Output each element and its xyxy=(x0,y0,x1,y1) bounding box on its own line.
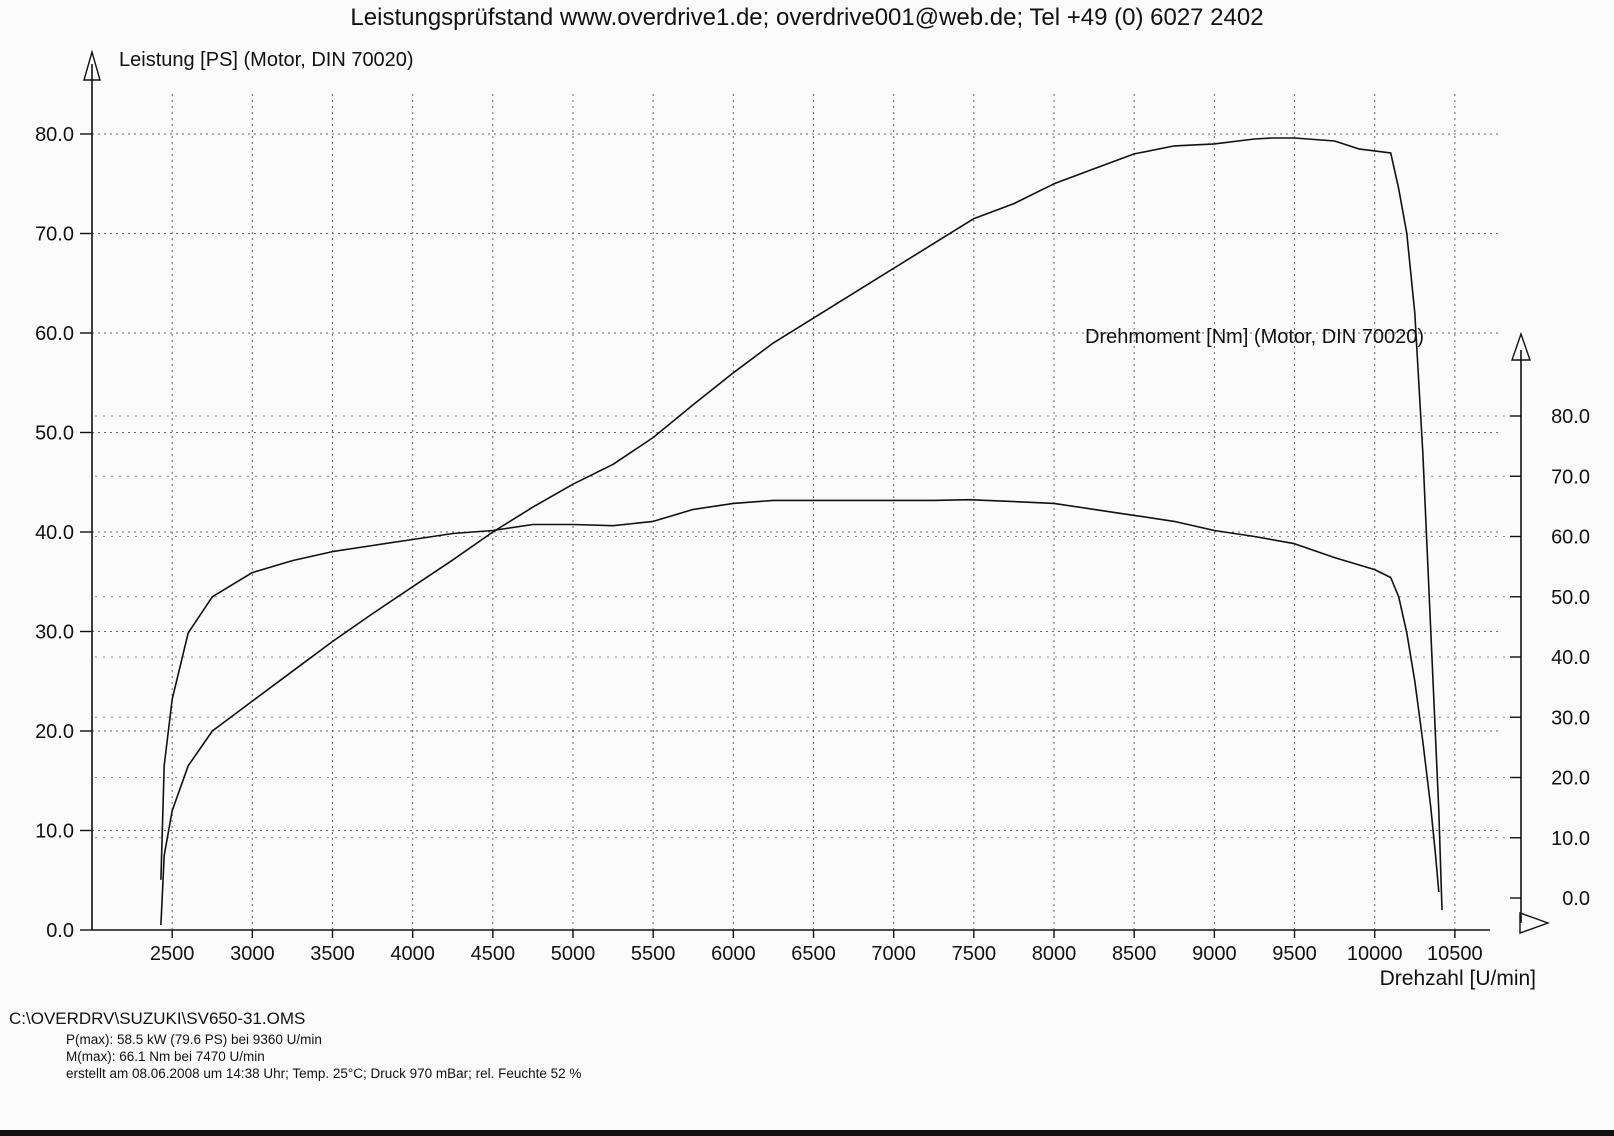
tick-label-x: 6500 xyxy=(791,943,836,965)
tick-label-y-right: 80.0 xyxy=(1551,406,1590,428)
x-axis-label: Drehzahl [U/min] xyxy=(1380,967,1536,990)
y-axis-left-arrow xyxy=(83,49,101,81)
tick-label-x: 8500 xyxy=(1112,943,1157,965)
tick-label-x: 6000 xyxy=(711,943,756,965)
created-line: erstellt am 08.06.2008 um 14:38 Uhr; Tem… xyxy=(66,1066,582,1081)
tick-label-y-right: 20.0 xyxy=(1551,768,1590,790)
chart-title: Leistungsprüfstand www.overdrive1.de; ov… xyxy=(350,4,1264,31)
tick-label-x: 10500 xyxy=(1427,943,1483,965)
tick-label-y-right: 60.0 xyxy=(1551,527,1590,549)
tick-label-x: 7500 xyxy=(952,943,997,965)
tick-label-x: 5500 xyxy=(631,943,676,965)
tick-label-y-left: 10.0 xyxy=(35,821,74,843)
tick-label-y-right: 40.0 xyxy=(1551,647,1590,669)
tick-label-x: 9000 xyxy=(1192,943,1237,965)
tick-label-y-right: 10.0 xyxy=(1551,828,1590,850)
tick-label-y-right: 30.0 xyxy=(1551,707,1590,729)
tick-label-x: 5000 xyxy=(551,943,596,965)
tick-label-x: 7000 xyxy=(871,943,916,965)
tick-label-x: 8000 xyxy=(1032,943,1077,965)
tick-label-y-left: 70.0 xyxy=(35,224,74,246)
tick-label-y-left: 50.0 xyxy=(35,423,74,445)
bottom-rule xyxy=(0,1130,1614,1136)
tick-label-x: 4000 xyxy=(390,943,435,965)
y-axis-right-label: Drehmoment [Nm] (Motor, DIN 70020) xyxy=(1085,326,1424,348)
torque-curve xyxy=(160,498,1440,893)
tick-label-x: 9500 xyxy=(1272,943,1317,965)
tick-label-y-left: 80.0 xyxy=(35,124,74,146)
tick-label-y-left: 60.0 xyxy=(35,323,74,345)
tick-label-y-right: 50.0 xyxy=(1551,587,1590,609)
pmax-line: P(max): 58.5 kW (79.6 PS) bei 9360 U/min xyxy=(66,1032,322,1047)
tick-label-x: 2500 xyxy=(150,943,195,965)
tick-label-y-right: 70.0 xyxy=(1551,466,1590,488)
x-axis-arrow xyxy=(1519,912,1551,934)
tick-label-x: 4500 xyxy=(471,943,516,965)
tick-label-x: 10000 xyxy=(1347,943,1403,965)
power-curve xyxy=(160,137,1443,926)
tick-label-y-left: 20.0 xyxy=(35,721,74,743)
footer-info: C:\OVERDRV\SUZUKI\SV650-31.OMS xyxy=(9,1009,305,1029)
file-path: C:\OVERDRV\SUZUKI\SV650-31.OMS xyxy=(9,1009,306,1028)
tick-label-y-left: 0.0 xyxy=(46,920,74,942)
tick-label-y-right: 0.0 xyxy=(1562,888,1590,910)
tick-label-x: 3000 xyxy=(230,943,275,965)
tick-label-y-left: 30.0 xyxy=(35,622,74,644)
tick-label-x: 3500 xyxy=(310,943,355,965)
mmax-line: M(max): 66.1 Nm bei 7470 U/min xyxy=(66,1049,265,1064)
tick-label-y-left: 40.0 xyxy=(35,522,74,544)
y-axis-left-label: Leistung [PS] (Motor, DIN 70020) xyxy=(119,49,414,71)
y-axis-right-arrow xyxy=(1511,331,1531,361)
